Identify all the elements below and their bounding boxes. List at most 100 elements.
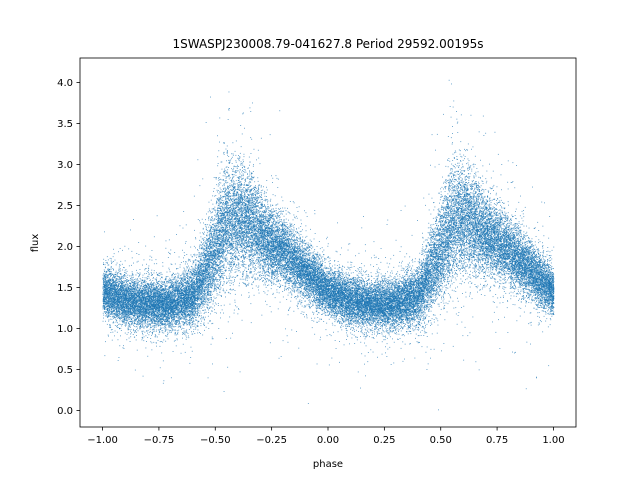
- data-point: [240, 226, 241, 227]
- data-point: [419, 259, 420, 260]
- data-point: [223, 291, 224, 292]
- data-point: [364, 326, 365, 327]
- data-point: [470, 166, 471, 167]
- data-point: [308, 304, 309, 305]
- data-point: [435, 223, 436, 224]
- data-point: [103, 309, 104, 310]
- data-point: [147, 325, 148, 326]
- data-point: [441, 231, 442, 232]
- data-point: [193, 326, 194, 327]
- data-point: [476, 260, 477, 261]
- data-point: [282, 200, 283, 201]
- data-point: [162, 266, 163, 267]
- data-point: [250, 107, 251, 108]
- data-point: [479, 273, 480, 274]
- data-point: [270, 134, 271, 135]
- data-point: [197, 254, 198, 255]
- data-point: [268, 285, 269, 286]
- data-point: [470, 264, 471, 265]
- data-point: [306, 314, 307, 315]
- data-point: [529, 238, 530, 239]
- data-point: [249, 254, 250, 255]
- data-point: [528, 293, 529, 294]
- data-point: [241, 175, 242, 176]
- data-point: [463, 229, 464, 230]
- data-point: [169, 330, 170, 331]
- data-point: [465, 273, 466, 274]
- data-point: [431, 311, 432, 312]
- data-point: [472, 275, 473, 276]
- data-point: [460, 156, 461, 157]
- data-point: [184, 332, 185, 333]
- data-point: [394, 290, 395, 291]
- data-point: [199, 307, 200, 308]
- data-point: [379, 330, 380, 331]
- data-point: [134, 279, 135, 280]
- data-point: [394, 324, 395, 325]
- data-point: [409, 267, 410, 268]
- data-point: [453, 260, 454, 261]
- data-point: [435, 218, 436, 219]
- data-point: [479, 229, 480, 230]
- data-point: [275, 195, 276, 196]
- data-point: [186, 335, 187, 336]
- data-point: [302, 311, 303, 312]
- data-point: [423, 267, 424, 268]
- data-point: [534, 254, 535, 255]
- data-point: [483, 267, 484, 268]
- data-point: [237, 250, 238, 251]
- data-point: [297, 287, 298, 288]
- data-point: [530, 243, 531, 244]
- data-point: [261, 192, 262, 193]
- data-point: [183, 308, 184, 309]
- data-point: [210, 299, 211, 300]
- data-point: [387, 349, 388, 350]
- data-point: [299, 235, 300, 236]
- data-point: [232, 258, 233, 259]
- data-point: [172, 330, 173, 331]
- data-point: [470, 281, 471, 282]
- data-point: [456, 111, 457, 112]
- data-point: [510, 237, 511, 238]
- data-point: [225, 188, 226, 189]
- data-point: [467, 183, 468, 184]
- data-point: [327, 307, 328, 308]
- data-point: [436, 292, 437, 293]
- data-point: [510, 298, 511, 299]
- data-point: [352, 301, 353, 302]
- data-point: [265, 215, 266, 216]
- data-point: [298, 302, 299, 303]
- data-point: [241, 146, 242, 147]
- data-point: [532, 251, 533, 252]
- data-point: [303, 298, 304, 299]
- data-point: [406, 322, 407, 323]
- data-point: [452, 171, 453, 172]
- data-point: [510, 241, 511, 242]
- data-point: [446, 183, 447, 184]
- data-point: [195, 276, 196, 277]
- data-point: [370, 264, 371, 265]
- data-point: [521, 290, 522, 291]
- data-point: [301, 234, 302, 235]
- data-point: [276, 208, 277, 209]
- data-point: [444, 291, 445, 292]
- data-point: [469, 264, 470, 265]
- data-point: [528, 302, 529, 303]
- data-point: [498, 229, 499, 230]
- data-point: [243, 208, 244, 209]
- data-point: [193, 324, 194, 325]
- data-point: [452, 133, 453, 134]
- data-point: [383, 288, 384, 289]
- data-point: [342, 277, 343, 278]
- data-point: [453, 215, 454, 216]
- data-point: [219, 179, 220, 180]
- data-point: [283, 259, 284, 260]
- data-point: [118, 272, 119, 273]
- data-point: [395, 290, 396, 291]
- data-point: [525, 260, 526, 261]
- data-point: [433, 314, 434, 315]
- data-point: [361, 271, 362, 272]
- data-point: [231, 246, 232, 247]
- data-point: [145, 277, 146, 278]
